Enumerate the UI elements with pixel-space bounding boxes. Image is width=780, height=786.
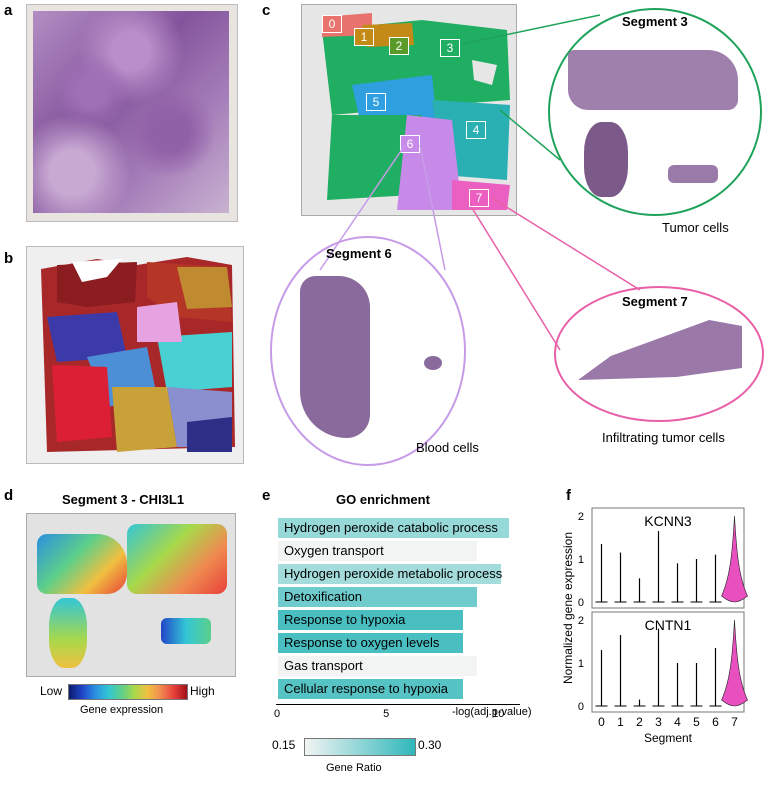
- gene-ratio-max-label: 0.30: [418, 738, 442, 752]
- chi3l1-expression-map: [26, 513, 236, 677]
- segment-badge-7: 7: [469, 189, 489, 207]
- panel-letter-f: f: [566, 487, 571, 504]
- go-bar: Detoxification: [278, 587, 477, 607]
- violin-yaxis-label: Normalized gene expression: [561, 532, 575, 684]
- violin-x-tick: 3: [655, 715, 662, 729]
- segment-badge-3: 3: [440, 39, 460, 57]
- panel-letter-a: a: [4, 2, 13, 19]
- violin-panel-frame: [591, 507, 745, 609]
- zoom-segment7-tissue: [578, 320, 742, 380]
- zoom-segment6: Segment 6: [270, 236, 466, 466]
- zoom-segment7-title: Segment 7: [622, 294, 688, 309]
- violin-x-tick: 1: [617, 715, 624, 729]
- zoom-segment6-title: Segment 6: [326, 246, 392, 261]
- panel-letter-c: c: [262, 2, 271, 19]
- panel-d-title: Segment 3 - CHI3L1: [62, 492, 185, 507]
- violin-x-tick: 4: [674, 715, 681, 729]
- chi3l1-region-4: [161, 618, 211, 644]
- zoom-segment3: Segment 3: [548, 8, 762, 216]
- violin-series-label: CNTN1: [645, 617, 692, 633]
- expression-colorbar: [68, 684, 188, 700]
- go-bar: Hydrogen peroxide metabolic process: [278, 564, 502, 584]
- go-chart-title: GO enrichment: [336, 492, 430, 507]
- go-x-tick: 0: [274, 708, 281, 720]
- violin-y-tick: 2: [578, 511, 584, 523]
- violin-y-tick: 0: [578, 597, 584, 609]
- panel-letter-d: d: [4, 487, 14, 504]
- violin-y-tick: 2: [578, 615, 584, 627]
- violin-x-tick: 6: [712, 715, 719, 729]
- go-xaxis-label: -log(adj.p-value): [452, 706, 532, 718]
- go-bar: Hydrogen peroxide catabolic process: [278, 518, 510, 538]
- go-x-tick: 10: [492, 708, 505, 720]
- zoom-segment3-tissue-2: [584, 122, 628, 197]
- zoom-segment3-tissue-3: [668, 165, 718, 183]
- violin-x-tick: 5: [693, 715, 700, 729]
- segment-badge-5: 5: [366, 93, 386, 111]
- segment-badge-2: 2: [389, 37, 409, 55]
- tissue-he-image: [26, 4, 238, 222]
- violin-series-label: KCNN3: [644, 513, 692, 529]
- zoom-segment3-tissue: [568, 50, 738, 110]
- colorbar-high-label: High: [190, 684, 215, 698]
- violin-x-tick: 7: [731, 715, 738, 729]
- violin-x-tick: 2: [636, 715, 643, 729]
- chi3l1-region-3: [49, 598, 87, 668]
- violin-x-tick: 0: [598, 715, 605, 729]
- zoom-segment6-caption: Blood cells: [416, 440, 479, 455]
- zoom-segment6-tissue-2: [424, 356, 442, 370]
- go-bar: Response to hypoxia: [278, 610, 464, 630]
- gene-ratio-min-label: 0.15: [272, 738, 296, 752]
- violin-shape: [721, 515, 748, 603]
- chi3l1-region-2: [127, 524, 227, 594]
- violin-y-tick: 0: [578, 701, 584, 713]
- violin-shape: [721, 619, 748, 707]
- zoom-segment3-caption: Tumor cells: [662, 220, 729, 235]
- violin-y-tick: 1: [578, 554, 584, 566]
- violin-y-tick: 1: [578, 658, 584, 670]
- segment-badge-6: 6: [400, 135, 420, 153]
- gene-ratio-title: Gene Ratio: [326, 762, 382, 774]
- panel-letter-b: b: [4, 250, 14, 267]
- zoom-segment6-tissue: [300, 276, 370, 438]
- go-x-axis: [276, 704, 520, 705]
- go-bar: Gas transport: [278, 656, 477, 676]
- zoom-segment7: Segment 7: [554, 286, 764, 422]
- violin-panel-frame: [591, 611, 745, 713]
- go-bar: Response to oxygen levels: [278, 633, 464, 653]
- segmentation-map-rgb-svg: [41, 257, 235, 452]
- colorbar-title: Gene expression: [80, 704, 164, 716]
- gene-ratio-colorbar: [304, 738, 416, 756]
- segment-badge-1: 1: [354, 28, 374, 46]
- segment-badge-4: 4: [466, 121, 486, 139]
- panel-letter-e: e: [262, 487, 271, 504]
- go-enrichment-plot: Hydrogen peroxide catabolic process Oxyge…: [274, 514, 546, 720]
- chi3l1-region-1: [37, 534, 127, 594]
- segmentation-map-rgb: [26, 246, 244, 464]
- zoom-segment3-title: Segment 3: [622, 14, 688, 29]
- go-x-tick: 5: [383, 708, 390, 720]
- segment-badge-0: 0: [322, 15, 342, 33]
- zoom-segment7-caption: Infiltrating tumor cells: [602, 430, 725, 445]
- go-bar: Cellular response to hypoxia: [278, 679, 464, 699]
- violin-xaxis-label: Segment: [644, 731, 693, 745]
- colorbar-low-label: Low: [40, 684, 63, 698]
- go-bar: Oxygen transport: [278, 541, 477, 561]
